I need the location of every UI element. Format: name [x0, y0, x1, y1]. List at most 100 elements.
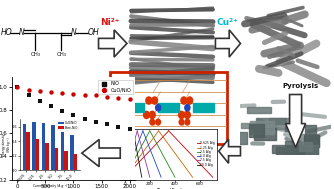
5.0 A/g: [147, 145, 151, 147]
1.25 A/g: [162, 138, 166, 140]
Point: [71, 114, 76, 117]
10.0 A/g: [134, 145, 138, 147]
2.5 A/g: [152, 138, 156, 140]
Point: [116, 125, 121, 128]
Point: [82, 93, 88, 96]
0.625 A/g: [167, 130, 171, 132]
Circle shape: [179, 119, 184, 125]
2.5 A/g: [154, 142, 158, 144]
Bar: [51, 125, 55, 170]
Polygon shape: [82, 139, 120, 167]
5.0 A/g: [141, 130, 145, 132]
2.5 A/g: [156, 145, 160, 148]
Text: N: N: [18, 28, 24, 37]
2.5 A/g: [148, 130, 152, 132]
0.625 A/g: [174, 138, 178, 140]
7.5 A/g: [138, 142, 142, 144]
Polygon shape: [219, 139, 240, 163]
Polygon shape: [286, 94, 306, 147]
Circle shape: [152, 97, 158, 104]
Point: [48, 105, 54, 108]
1.25 A/g: [165, 142, 169, 144]
Bar: [23, 124, 26, 170]
Bar: [285, 141, 301, 146]
Y-axis label: Energy density
(Wh kg⁻¹): Energy density (Wh kg⁻¹): [2, 133, 11, 156]
Polygon shape: [99, 30, 127, 57]
Bar: [64, 151, 68, 170]
7.5 A/g: [148, 176, 152, 178]
Text: OH: OH: [88, 28, 100, 37]
Point: [71, 92, 76, 95]
1.25 A/g: [191, 176, 195, 178]
Circle shape: [185, 119, 190, 125]
Bar: [238, 132, 247, 144]
X-axis label: Current density (A g⁻¹): Current density (A g⁻¹): [33, 184, 67, 187]
Bar: [241, 123, 269, 128]
Bar: [55, 148, 58, 170]
Text: Cu²⁺: Cu²⁺: [216, 18, 238, 27]
Legend: NiO, CuO/NiO: NiO, CuO/NiO: [98, 80, 133, 94]
0.625 A/g: [182, 145, 186, 148]
Point: [37, 100, 42, 103]
0.625 A/g: [178, 142, 182, 144]
Point: [93, 120, 99, 123]
10.0 A/g: [133, 142, 137, 144]
Point: [127, 128, 132, 131]
Legend: 0.625 A/g, 1.25 A/g, 2.5 A/g, 5.0 A/g, 7.5 A/g, 10.0 A/g: 0.625 A/g, 1.25 A/g, 2.5 A/g, 5.0 A/g, 7…: [196, 141, 215, 167]
7.5 A/g: [139, 143, 143, 145]
Text: N: N: [70, 28, 76, 37]
Legend: CuO/NiO, Bare-NiO: CuO/NiO, Bare-NiO: [57, 121, 78, 130]
Circle shape: [150, 119, 155, 125]
Bar: [74, 154, 77, 170]
Point: [26, 93, 31, 96]
Point: [15, 85, 20, 88]
10.0 A/g: [137, 159, 141, 161]
Text: HO: HO: [0, 28, 12, 37]
Point: [15, 85, 20, 88]
7.5 A/g: [140, 145, 144, 148]
5.0 A/g: [159, 176, 163, 178]
Circle shape: [156, 119, 161, 125]
Bar: [32, 122, 36, 170]
Circle shape: [187, 97, 193, 104]
Circle shape: [117, 97, 123, 104]
1.25 A/g: [168, 145, 172, 147]
Point: [105, 95, 110, 98]
0.625 A/g: [179, 143, 183, 145]
1.25 A/g: [157, 130, 161, 132]
10.0 A/g: [133, 138, 137, 140]
Y-axis label: Potential (V): Potential (V): [105, 139, 110, 169]
2.5 A/g: [156, 145, 160, 147]
Point: [59, 92, 65, 95]
Bar: [36, 139, 39, 170]
Text: CH₃: CH₃: [30, 52, 40, 57]
Polygon shape: [215, 30, 240, 57]
Circle shape: [179, 111, 184, 119]
Point: [116, 96, 121, 99]
Circle shape: [184, 111, 190, 119]
Circle shape: [144, 111, 149, 119]
Line: 0.625 A/g: 0.625 A/g: [169, 131, 213, 177]
Line: 7.5 A/g: 7.5 A/g: [137, 131, 150, 177]
1.25 A/g: [178, 159, 182, 161]
Circle shape: [156, 105, 161, 111]
Circle shape: [123, 97, 128, 104]
Bar: [286, 126, 296, 132]
Bar: [158, 103, 179, 112]
Point: [48, 91, 54, 94]
Line: 2.5 A/g: 2.5 A/g: [150, 131, 175, 177]
Line: 1.25 A/g: 1.25 A/g: [159, 131, 193, 177]
Bar: [193, 103, 214, 112]
Bar: [26, 132, 30, 170]
Circle shape: [185, 105, 190, 111]
Point: [37, 89, 42, 92]
2.5 A/g: [164, 159, 168, 161]
2.5 A/g: [173, 176, 177, 178]
0.625 A/g: [194, 159, 198, 161]
Text: Pyrolysis: Pyrolysis: [282, 83, 319, 89]
Circle shape: [181, 97, 187, 104]
Circle shape: [114, 111, 120, 119]
Bar: [61, 132, 64, 170]
7.5 A/g: [143, 159, 147, 161]
7.5 A/g: [135, 130, 139, 132]
